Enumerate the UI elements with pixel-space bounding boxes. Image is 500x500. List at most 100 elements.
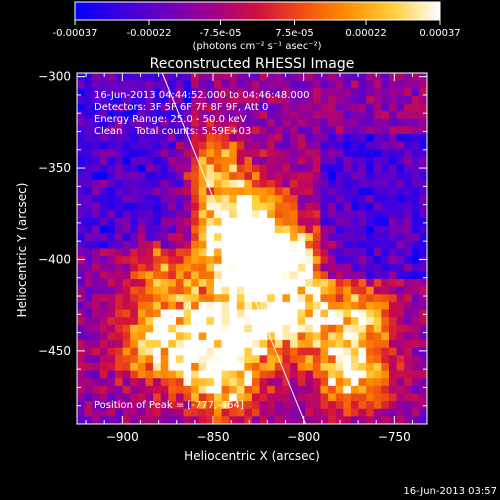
heatmap-cell <box>312 210 321 219</box>
heatmap-cell <box>282 340 291 349</box>
heatmap-cell <box>99 233 108 242</box>
heatmap-cell <box>396 179 405 188</box>
heatmap-cell <box>191 317 200 326</box>
heatmap-cell <box>411 111 420 120</box>
heatmap-cell <box>130 385 139 394</box>
heatmap-cell <box>305 103 314 112</box>
heatmap-cell <box>252 126 261 135</box>
heatmap-cell <box>350 362 359 371</box>
heatmap-cell <box>168 73 177 82</box>
heatmap-cell <box>312 309 321 318</box>
heatmap-cell <box>252 80 261 89</box>
heatmap-cell <box>297 340 306 349</box>
heatmap-cell <box>122 225 131 234</box>
heatmap-cell <box>396 164 405 173</box>
heatmap-cell <box>320 309 329 318</box>
heatmap-cell <box>373 202 382 211</box>
heatmap-cell <box>282 179 291 188</box>
heatmap-cell <box>366 370 375 379</box>
colorbar-tick-label: 7.5e-05 <box>275 28 313 39</box>
heatmap-cell <box>198 324 207 333</box>
heatmap-cell <box>77 294 86 303</box>
heatmap-cell <box>137 317 146 326</box>
heatmap-cell <box>92 248 101 257</box>
heatmap-cell <box>366 393 375 402</box>
heatmap-cell <box>335 172 344 181</box>
heatmap-cell <box>84 240 93 249</box>
colorbar <box>74 1 441 21</box>
heatmap-cell <box>92 225 101 234</box>
heatmap-cell <box>252 111 261 120</box>
heatmap-cell <box>419 118 427 127</box>
heatmap-cell <box>107 217 116 227</box>
heatmap-cell <box>92 309 101 318</box>
heatmap-cell <box>198 294 207 303</box>
heatmap-cell <box>107 149 116 158</box>
heatmap-cell <box>92 202 101 211</box>
heatmap-cell <box>305 126 314 135</box>
heatmap-cell <box>221 179 230 188</box>
heatmap-cell <box>198 95 207 104</box>
heatmap-cell <box>168 324 177 333</box>
heatmap-cell <box>290 355 299 364</box>
heatmap-cell <box>411 134 420 143</box>
heatmap-cell <box>388 156 397 165</box>
heatmap-cell <box>358 149 367 158</box>
heatmap-cell <box>115 393 124 402</box>
heatmap-cell <box>366 271 375 280</box>
heatmap-cell <box>282 378 291 387</box>
heatmap-cell <box>153 347 162 356</box>
heatmap-cell <box>77 217 86 227</box>
heatmap-cell <box>107 271 116 280</box>
heatmap-cell <box>411 88 420 97</box>
heatmap-cell <box>198 347 207 356</box>
heatmap-cell <box>145 134 154 143</box>
heatmap-cell <box>236 172 245 181</box>
heatmap-cell <box>366 233 375 242</box>
heatmap-cell <box>84 195 93 204</box>
heatmap-cell <box>168 80 177 89</box>
heatmap-cell <box>168 141 177 150</box>
heatmap-cell <box>115 271 124 280</box>
heatmap-cell <box>213 340 222 349</box>
heatmap-cell <box>236 156 245 165</box>
heatmap-cell <box>381 88 390 97</box>
heatmap-cell <box>221 324 230 333</box>
heatmap-cell <box>312 95 321 104</box>
heatmap-cell <box>92 324 101 333</box>
heatmap-cell <box>404 286 413 295</box>
heatmap-cell <box>236 95 245 104</box>
heatmap-cell <box>206 256 215 265</box>
heatmap-cell <box>206 141 215 150</box>
heatmap-cell <box>183 164 192 173</box>
heatmap-cell <box>206 217 215 227</box>
heatmap-cell <box>366 111 375 120</box>
heatmap-cell <box>320 103 329 112</box>
heatmap-cell <box>343 309 352 318</box>
heatmap-cell <box>198 309 207 318</box>
heatmap-cell <box>267 73 276 82</box>
heatmap-cell <box>335 240 344 249</box>
heatmap-cell <box>244 164 253 173</box>
heatmap-cell <box>320 149 329 158</box>
heatmap-cell <box>213 324 222 333</box>
heatmap-cell <box>312 233 321 242</box>
heatmap-cell <box>115 340 124 349</box>
heatmap-cell <box>259 332 268 341</box>
heatmap-cell <box>77 156 86 165</box>
heatmap-cell <box>175 332 184 341</box>
heatmap-cell <box>84 393 93 402</box>
heatmap-cell <box>305 172 314 181</box>
heatmap-cell <box>244 80 253 89</box>
heatmap-cell <box>274 88 283 97</box>
heatmap-cell <box>366 301 375 310</box>
heatmap-cell <box>419 362 427 371</box>
heatmap-cell <box>145 187 154 196</box>
heatmap-cell <box>84 340 93 349</box>
heatmap-cell <box>206 118 215 127</box>
heatmap-cell <box>312 355 321 364</box>
heatmap-cell <box>168 172 177 181</box>
heatmap-cell <box>153 401 162 410</box>
heatmap-cell <box>419 301 427 310</box>
heatmap-cell <box>244 95 253 104</box>
